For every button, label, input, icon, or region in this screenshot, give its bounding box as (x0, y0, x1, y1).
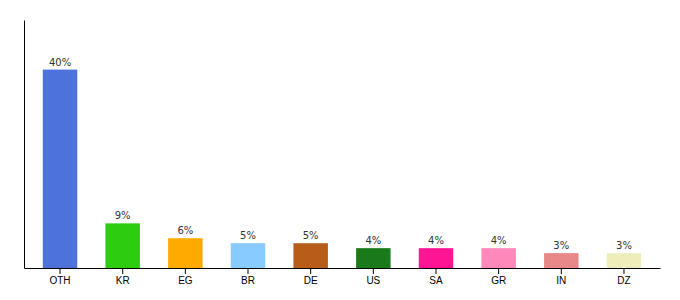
data-label: 3% (553, 240, 569, 251)
data-label: 6% (177, 225, 193, 236)
data-label: 3% (616, 240, 632, 251)
data-label: 4% (365, 235, 381, 246)
data-label: 5% (240, 230, 256, 241)
bars (43, 70, 641, 268)
bar (293, 243, 327, 268)
data-labels: 40% 9% 6% 5% 5% 4% 4% 4% 3% 3% (49, 57, 632, 252)
x-tick-mark (122, 268, 123, 274)
data-label: 4% (491, 235, 507, 246)
x-tick: OTH (49, 268, 70, 286)
bar (231, 243, 265, 268)
x-tick-mark (310, 268, 311, 274)
y-axis-line (24, 21, 25, 269)
x-tick-mark (373, 268, 374, 274)
x-tick: IN (556, 268, 566, 286)
x-tick: EG (178, 268, 193, 286)
bar (481, 248, 515, 268)
bar (43, 70, 77, 268)
x-axis: OTH KR EG BR DE US SA GR IN DZ (25, 268, 661, 286)
data-label: 4% (428, 235, 444, 246)
x-tick-label: US (366, 275, 380, 286)
x-tick: KR (116, 268, 130, 286)
data-label: 40% (49, 57, 71, 68)
bar (544, 253, 578, 268)
x-tick-label: GR (491, 275, 506, 286)
data-label: 5% (303, 230, 319, 241)
x-tick-label: IN (556, 275, 566, 286)
x-axis-line (25, 268, 661, 269)
x-tick-label: DE (304, 275, 318, 286)
bar (607, 253, 641, 268)
x-tick-mark (561, 268, 562, 274)
x-tick: BR (241, 268, 255, 286)
bar (105, 223, 139, 268)
bar (356, 248, 390, 268)
x-tick-label: OTH (49, 275, 70, 286)
x-tick-mark (623, 268, 624, 274)
chart: OTH KR EG BR DE US SA GR IN DZ 40% 9% 6% 5% 5% 4% 4% 4% 3%… (0, 0, 680, 300)
bar (419, 248, 453, 268)
x-tick-mark (185, 268, 186, 274)
x-tick-label: DZ (617, 275, 630, 286)
x-tick-label: SA (429, 275, 443, 286)
x-tick: US (366, 268, 380, 286)
x-tick-label: KR (116, 275, 130, 286)
y-axis (24, 21, 25, 269)
x-tick-label: EG (178, 275, 193, 286)
x-tick-mark (435, 268, 436, 274)
x-tick-mark (498, 268, 499, 274)
data-label: 9% (115, 210, 131, 221)
bar (168, 238, 202, 268)
x-tick: SA (429, 268, 443, 286)
x-tick: DZ (617, 268, 630, 286)
x-tick-label: BR (241, 275, 255, 286)
x-tick-mark (248, 268, 249, 274)
x-tick: DE (304, 268, 318, 286)
plot: OTH KR EG BR DE US SA GR IN DZ 40% 9% 6% 5% 5% 4% 4% 4% 3%… (25, 21, 661, 287)
x-tick-mark (60, 268, 61, 274)
x-tick: GR (491, 268, 506, 286)
